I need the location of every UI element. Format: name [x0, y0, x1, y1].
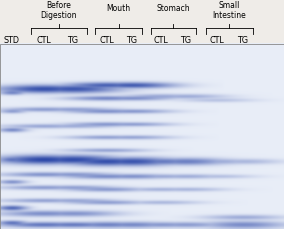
Text: TG: TG — [126, 35, 137, 45]
Text: STD: STD — [4, 35, 20, 45]
Text: TG: TG — [180, 35, 191, 45]
Bar — [0, 45, 284, 229]
Text: Stomach: Stomach — [156, 4, 190, 13]
Text: CTL: CTL — [153, 35, 168, 45]
Text: CTL: CTL — [37, 35, 51, 45]
Text: Small
Intestine: Small Intestine — [212, 1, 246, 20]
Text: Before
Digestion: Before Digestion — [41, 1, 77, 20]
Text: CTL: CTL — [99, 35, 114, 45]
Text: Mouth: Mouth — [106, 4, 131, 13]
Text: TG: TG — [67, 35, 78, 45]
Text: CTL: CTL — [209, 35, 224, 45]
Text: TG: TG — [237, 35, 248, 45]
